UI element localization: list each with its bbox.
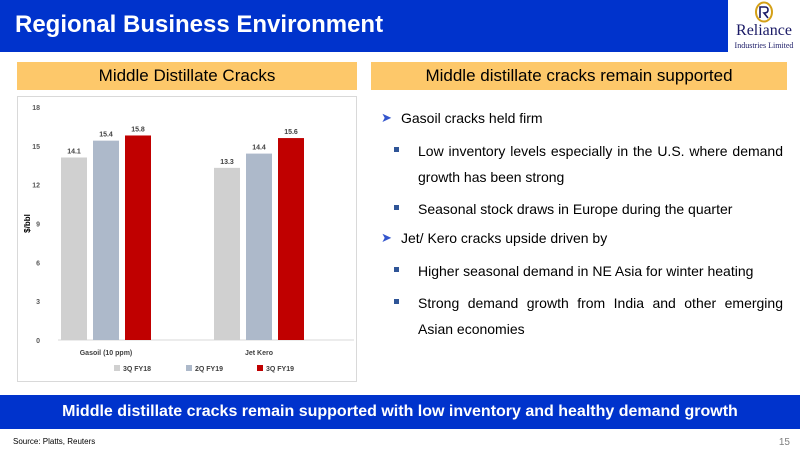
legend-swatch: [257, 365, 263, 371]
source-note: Source: Platts, Reuters: [13, 437, 96, 446]
bar-2q-fy19: [93, 140, 119, 340]
sub-bullet: Seasonal stock draws in Europe during th…: [381, 196, 783, 222]
page-title: Regional Business Environment: [15, 11, 384, 38]
data-label: 15.4: [99, 132, 113, 139]
key-takeaway-banner: Middle distillate cracks remain supporte…: [0, 395, 800, 429]
y-axis-title: $/bbl: [23, 214, 32, 233]
logo-subtitle: Industries Limited: [734, 41, 794, 50]
sub-bullet: Higher seasonal demand in NE Asia for wi…: [381, 258, 783, 284]
data-label: 15.8: [131, 126, 145, 133]
data-label: 14.4: [252, 145, 266, 152]
bar-3q-fy19: [278, 138, 304, 340]
legend-label: 3Q FY19: [266, 366, 294, 373]
sub-bullet: Low inventory levels especially in the U…: [381, 138, 783, 190]
bar-2q-fy19: [246, 153, 272, 340]
y-tick-label: 3: [36, 299, 40, 306]
legend-swatch: [114, 365, 120, 371]
legend-label: 3Q FY18: [123, 366, 151, 373]
bullet-gasoil: ➤ Gasoil cracks held firm: [381, 108, 783, 128]
y-tick-label: 18: [32, 105, 40, 112]
commentary-list: ➤ Gasoil cracks held firm Low inventory …: [381, 108, 783, 348]
bar-3q-fy18: [61, 157, 87, 340]
company-logo: Reliance Industries Limited: [728, 0, 800, 56]
reliance-emblem-icon: [755, 1, 773, 23]
y-tick-label: 15: [32, 144, 40, 151]
bullet-jet-kero: ➤ Jet/ Kero cracks upside driven by: [381, 228, 783, 248]
legend-label: 2Q FY19: [195, 366, 223, 373]
y-tick-label: 12: [32, 183, 40, 190]
bullet-text: Gasoil cracks held firm: [401, 110, 543, 126]
page-number: 15: [778, 437, 790, 448]
arrow-bullet-icon: ➤: [381, 110, 392, 125]
x-category-label: Gasoil (10 ppm): [80, 350, 133, 357]
bullet-text: Jet/ Kero cracks upside driven by: [401, 230, 608, 246]
square-bullet-icon: [394, 147, 399, 152]
header-bar: Regional Business Environment: [0, 0, 728, 52]
square-bullet-icon: [394, 205, 399, 210]
sub-bullet-text: Seasonal stock draws in Europe during th…: [418, 201, 733, 217]
y-tick-label: 6: [36, 260, 40, 267]
sub-bullet: Strong demand growth from India and othe…: [381, 290, 783, 342]
chart-section-heading: Middle Distillate Cracks: [17, 62, 357, 90]
y-tick-label: 0: [36, 338, 40, 345]
data-label: 14.1: [67, 148, 81, 155]
bar-chart-svg: 0 3 6 9 12 15 18 $/bbl 14.1 15.4 15.8 Gasoil (10 pp…: [23, 105, 354, 373]
bar-3q-fy18: [214, 167, 240, 340]
arrow-bullet-icon: ➤: [381, 230, 392, 245]
sub-bullet-text: Higher seasonal demand in NE Asia for wi…: [418, 263, 754, 279]
square-bullet-icon: [394, 267, 399, 272]
commentary-section-heading: Middle distillate cracks remain supporte…: [371, 62, 787, 90]
square-bullet-icon: [394, 299, 399, 304]
x-category-label: Jet Kero: [245, 350, 273, 357]
data-label: 13.3: [220, 159, 234, 166]
logo-wordmark: Reliance: [736, 22, 792, 39]
bar-3q-fy19: [125, 135, 151, 340]
legend-swatch: [186, 365, 192, 371]
sub-bullet-text: Strong demand growth from India and othe…: [418, 295, 783, 337]
crack-spread-chart: 0 3 6 9 12 15 18 $/bbl 14.1 15.4 15.8 Gasoil (10 pp…: [17, 96, 357, 382]
data-label: 15.6: [284, 129, 298, 136]
sub-bullet-text: Low inventory levels especially in the U…: [418, 143, 783, 185]
y-tick-label: 9: [36, 222, 40, 229]
